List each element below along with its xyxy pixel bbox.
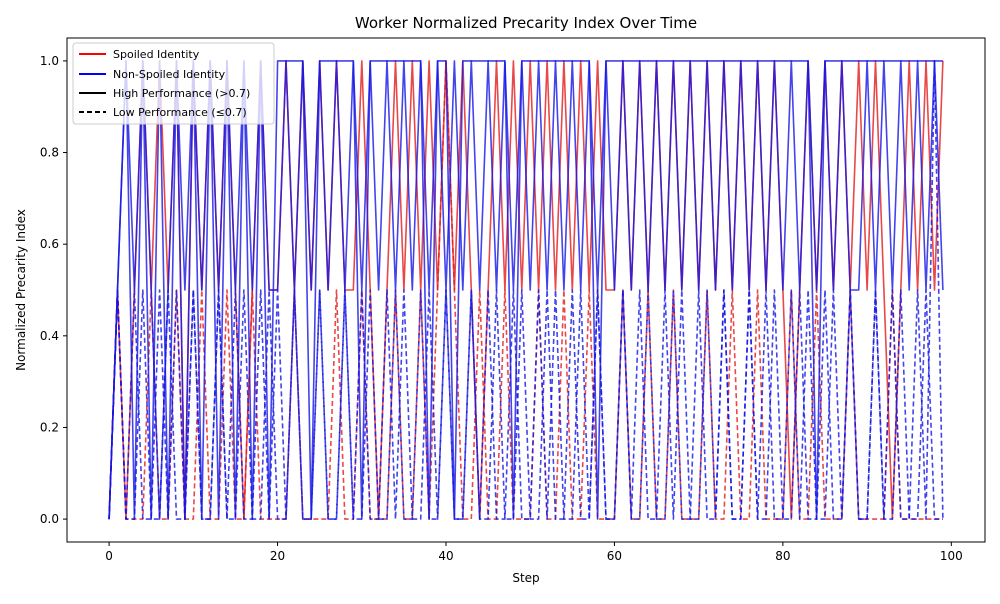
y-tick-label: 0.6 <box>40 237 59 251</box>
y-tick-label: 0.4 <box>40 329 59 343</box>
plot-frame <box>66 37 986 543</box>
plot-lines <box>108 60 944 520</box>
legend-label-high-performance: High Performance (>0.7) <box>113 87 250 100</box>
series-line-non-spoiled-solid-3 <box>108 60 943 520</box>
y-axis-ticks: 0.0 0.2 0.4 0.6 0.8 1.0 <box>40 54 67 526</box>
x-axis-ticks: 0 20 40 60 80 100 <box>105 542 963 563</box>
x-axis-label: Step <box>512 571 539 585</box>
x-tick-label: 20 <box>270 549 285 563</box>
y-tick-label: 0.8 <box>40 146 59 160</box>
legend-box <box>72 42 275 125</box>
series-line-non-spoiled-solid-2 <box>108 60 944 520</box>
y-tick-label: 1.0 <box>40 54 59 68</box>
x-tick-label: 100 <box>940 549 963 563</box>
chart-title: Worker Normalized Precarity Index Over T… <box>355 14 697 32</box>
y-tick-label: 0.2 <box>40 420 59 434</box>
legend: Spoiled Identity Non-Spoiled Identity Hi… <box>72 42 275 125</box>
y-tick-label: 0.0 <box>40 512 59 526</box>
x-tick-label: 0 <box>105 549 113 563</box>
x-tick-label: 80 <box>775 549 790 563</box>
x-tick-label: 60 <box>607 549 622 563</box>
y-axis-label: Normalized Precarity Index <box>14 209 28 371</box>
x-tick-label: 40 <box>438 549 453 563</box>
series-line-non-spoiled-dashed-4 <box>108 60 944 520</box>
legend-label-low-performance: Low Performance (≤0.7) <box>113 106 247 119</box>
legend-label-spoiled: Spoiled Identity <box>113 48 200 61</box>
legend-label-non-spoiled: Non-Spoiled Identity <box>113 68 226 81</box>
